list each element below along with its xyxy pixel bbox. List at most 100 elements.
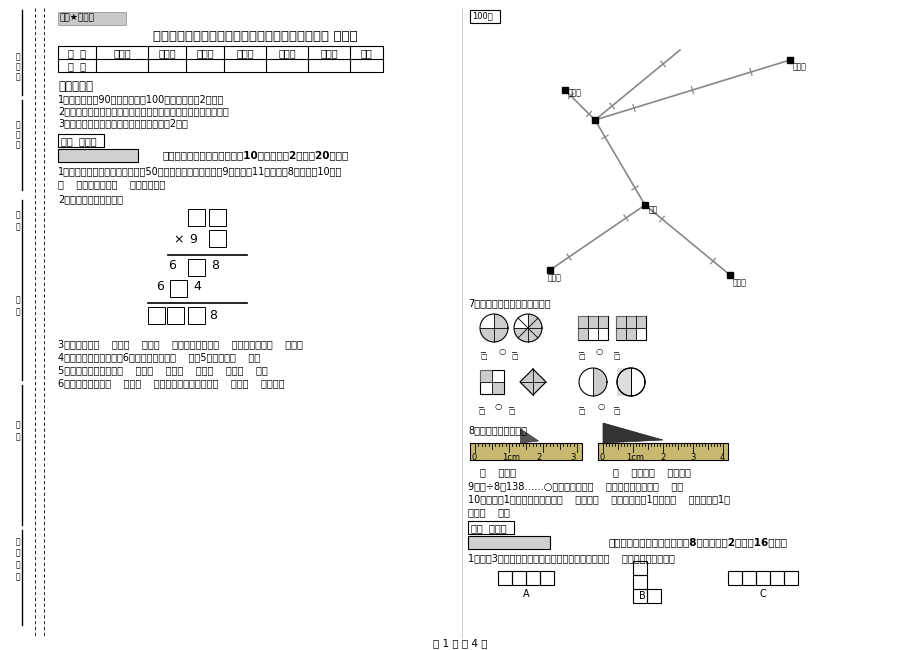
- Text: 8、量出钉子的长度。: 8、量出钉子的长度。: [468, 425, 527, 435]
- Text: 3: 3: [689, 453, 695, 462]
- Bar: [755, 571, 769, 585]
- Text: （    ）毫米: （ ）毫米: [480, 467, 516, 477]
- Text: ─: ─: [478, 402, 482, 411]
- Bar: [632, 575, 646, 589]
- Text: 2: 2: [536, 453, 540, 462]
- Bar: [727, 571, 742, 585]
- Bar: [625, 328, 635, 340]
- Bar: [635, 316, 645, 328]
- Polygon shape: [602, 423, 663, 443]
- Text: 得分  评卷人: 得分 评卷人: [471, 523, 506, 533]
- Text: 填空题: 填空题: [113, 48, 130, 58]
- Text: 学校: 学校: [648, 205, 657, 214]
- Text: 镇: 镇: [16, 548, 20, 557]
- Text: 题  号: 题 号: [68, 48, 85, 58]
- Text: 一、用心思考，正确填空（共10小题，每题2分，共20分）。: 一、用心思考，正确填空（共10小题，每题2分，共20分）。: [162, 150, 348, 160]
- Text: 卷: 卷: [16, 72, 20, 81]
- Polygon shape: [528, 328, 541, 338]
- Bar: [742, 571, 755, 585]
- Text: 小明家: 小明家: [548, 273, 562, 282]
- Text: 3、不要在试卷上乱写乱画，卷面不整洁扣2分。: 3、不要在试卷上乱写乱画，卷面不整洁扣2分。: [58, 118, 187, 128]
- Bar: [616, 316, 645, 340]
- Bar: [616, 316, 625, 328]
- Bar: [58, 46, 382, 72]
- Text: ○: ○: [596, 347, 603, 356]
- Text: 4: 4: [720, 453, 724, 462]
- Bar: [616, 328, 625, 340]
- Bar: [148, 307, 165, 324]
- Text: 订: 订: [16, 130, 20, 139]
- Text: 6: 6: [168, 259, 176, 272]
- Text: 0: 0: [471, 453, 477, 462]
- Bar: [468, 521, 514, 534]
- Text: 100米: 100米: [471, 11, 493, 20]
- Text: 总分: 总分: [360, 48, 372, 58]
- Bar: [209, 209, 226, 226]
- Polygon shape: [528, 328, 538, 342]
- Polygon shape: [494, 314, 507, 328]
- Text: 应用题: 应用题: [320, 48, 337, 58]
- Text: 6: 6: [156, 280, 164, 293]
- Polygon shape: [519, 369, 545, 395]
- Text: 级: 级: [16, 307, 20, 316]
- Text: 学: 学: [16, 420, 20, 429]
- Bar: [480, 370, 492, 382]
- Text: ○: ○: [494, 402, 502, 411]
- Text: A: A: [522, 589, 528, 599]
- Bar: [783, 571, 797, 585]
- Text: ─: ─: [507, 402, 513, 411]
- Bar: [646, 589, 660, 603]
- Text: 1、下列3个图形中，每个小正方形都一样大，那么（    ）图形的周长最长。: 1、下列3个图形中，每个小正方形都一样大，那么（ ）图形的周长最长。: [468, 553, 675, 563]
- Polygon shape: [517, 328, 528, 342]
- Text: ○: ○: [597, 402, 605, 411]
- Text: 3: 3: [570, 453, 574, 462]
- Text: 7、看图写分数，并比较大小。: 7、看图写分数，并比较大小。: [468, 298, 550, 308]
- Text: 1cm: 1cm: [502, 453, 519, 462]
- Bar: [58, 12, 126, 25]
- Text: □: □: [577, 354, 584, 360]
- Text: ×: ×: [173, 233, 183, 246]
- Text: （    ）厘米（    ）毫米。: （ ）厘米（ ）毫米。: [612, 467, 690, 477]
- Text: 综合题: 综合题: [278, 48, 296, 58]
- Text: 4、把一根绳子平均分成6份，每份是它的（    ），5份是它的（    ）。: 4、把一根绳子平均分成6份，每份是它的（ ），5份是它的（ ）。: [58, 352, 260, 362]
- Bar: [470, 443, 582, 460]
- Polygon shape: [480, 328, 494, 342]
- Text: 小刚家: 小刚家: [792, 62, 806, 71]
- Text: ○: ○: [498, 347, 505, 356]
- Text: 判断题: 判断题: [196, 48, 213, 58]
- Bar: [526, 571, 539, 585]
- Text: 校: 校: [16, 432, 20, 441]
- Polygon shape: [494, 328, 507, 342]
- Bar: [170, 280, 187, 297]
- Bar: [539, 571, 553, 585]
- Text: 名: 名: [16, 222, 20, 231]
- Text: 考试须知：: 考试须知：: [58, 80, 93, 93]
- Text: 江西省实验小学三年级数学【上册】期末考试试题 附答案: 江西省实验小学三年级数学【上册】期末考试试题 附答案: [153, 30, 357, 43]
- Bar: [187, 259, 205, 276]
- Bar: [577, 328, 587, 340]
- Bar: [632, 561, 646, 575]
- Text: 班: 班: [16, 295, 20, 304]
- Text: C: C: [759, 589, 766, 599]
- Text: 9、口÷8＝138……○，余数最大填（    ），这时被除数是（    ）。: 9、口÷8＝138……○，余数最大填（ ），这时被除数是（ ）。: [468, 481, 683, 491]
- Bar: [167, 307, 184, 324]
- Text: 第 1 页 共 4 页: 第 1 页 共 4 页: [432, 638, 487, 648]
- Text: 5、常用的长度单位有（    ）、（    ）、（    ）、（    ）、（    ）。: 5、常用的长度单位有（ ）、（ ）、（ ）、（ ）、（ ）。: [58, 365, 267, 375]
- Bar: [512, 571, 526, 585]
- Text: 小红家: 小红家: [567, 88, 581, 97]
- Text: □: □: [478, 409, 484, 415]
- Text: 6、小红家在学校（    ）方（    ）米处；小明家在学校（    ）方（    ）米处。: 6、小红家在学校（ ）方（ ）米处；小明家在学校（ ）方（ ）米处。: [58, 378, 284, 388]
- Text: 道: 道: [16, 572, 20, 581]
- Text: 线: 线: [16, 140, 20, 149]
- Text: 9: 9: [189, 233, 197, 246]
- Polygon shape: [593, 368, 607, 396]
- Bar: [480, 370, 504, 394]
- Text: ─: ─: [612, 347, 618, 356]
- Text: 小惠家: 小惠家: [732, 278, 746, 287]
- Text: 计算题: 计算题: [236, 48, 254, 58]
- Text: 8: 8: [210, 259, 219, 272]
- Text: 1cm: 1cm: [625, 453, 643, 462]
- Text: 装: 装: [16, 120, 20, 129]
- Text: 4: 4: [193, 280, 200, 293]
- Text: 8: 8: [209, 309, 217, 322]
